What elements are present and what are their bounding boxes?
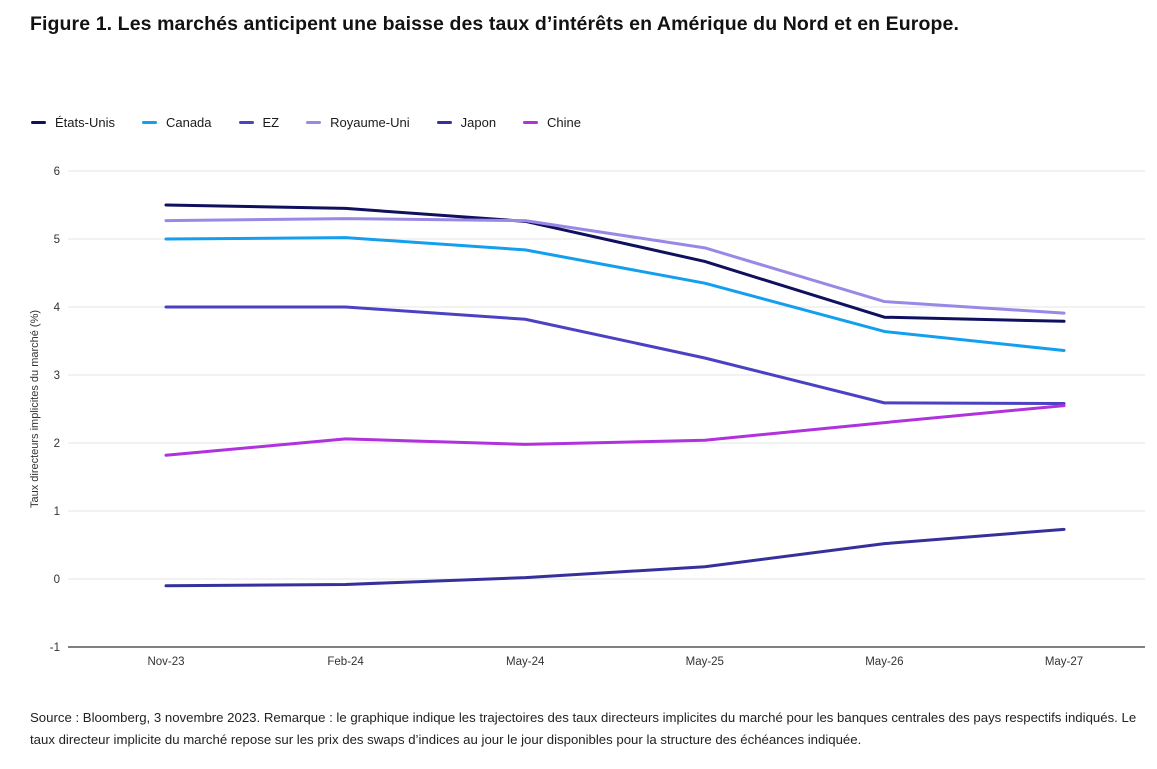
series-line-0 — [164, 203, 1066, 323]
legend-label: Royaume-Uni — [330, 115, 410, 130]
legend-item-1: Canada — [141, 115, 212, 130]
y-tick-label: 6 — [54, 166, 60, 178]
legend-dash-icon — [31, 121, 46, 124]
x-tick-label: May-25 — [686, 656, 724, 668]
x-tick-label: May-24 — [506, 656, 545, 668]
legend-dash-icon — [238, 121, 254, 124]
x-tick-label: May-27 — [1045, 656, 1083, 668]
legend-item-3: Royaume-Uni — [306, 115, 410, 130]
legend-item-5: Chine — [523, 115, 581, 130]
y-tick-label: 5 — [54, 234, 60, 246]
y-tick-label: -1 — [50, 642, 60, 654]
figure-title: Figure 1. Les marchés anticipent une bai… — [30, 13, 959, 35]
chart: 6 5 4 3 2 1 0 -1 Nov-23 Feb-24 May-24 May-25 May-26 M… — [0, 148, 1157, 688]
chart-legend: États-Unis Canada EZ Royaume-Uni Japon Chine — [31, 115, 581, 130]
legend-label: Japon — [460, 115, 497, 130]
legend-dash-icon — [523, 121, 539, 124]
series-line-2 — [164, 305, 1066, 406]
legend-label: Chine — [547, 115, 582, 130]
y-tick-label: 2 — [54, 438, 60, 450]
x-tick-label: Feb-24 — [327, 656, 364, 668]
series-line-5 — [164, 404, 1066, 457]
line-chart-canvas: 6 5 4 3 2 1 0 -1 Nov-23 Feb-24 May-24 May-25 May-26 M… — [29, 166, 1145, 668]
y-axis-title: Taux directeurs implicites du marché (%) — [29, 310, 41, 508]
series-line-4 — [164, 527, 1066, 588]
legend-item-4: Japon — [436, 115, 497, 130]
legend-dash-icon — [436, 121, 452, 124]
legend-label: EZ — [262, 115, 280, 130]
legend-item-0: États-Unis — [31, 115, 115, 130]
x-tick-label: Nov-23 — [147, 656, 184, 668]
series-line-1 — [164, 236, 1066, 353]
legend-label: États-Unis — [55, 115, 115, 130]
y-tick-label: 4 — [54, 302, 61, 314]
series-line-3 — [164, 217, 1066, 315]
y-tick-label: 3 — [54, 370, 60, 382]
source-note: Source : Bloomberg, 3 novembre 2023. Rem… — [30, 710, 1137, 747]
y-tick-label: 1 — [54, 506, 60, 518]
x-tick-label: May-26 — [865, 656, 903, 668]
legend-label: Canada — [165, 115, 212, 130]
y-tick-label: 0 — [54, 574, 60, 586]
legend-item-2: EZ — [238, 115, 280, 130]
legend-dash-icon — [306, 121, 322, 124]
legend-dash-icon — [141, 121, 157, 124]
